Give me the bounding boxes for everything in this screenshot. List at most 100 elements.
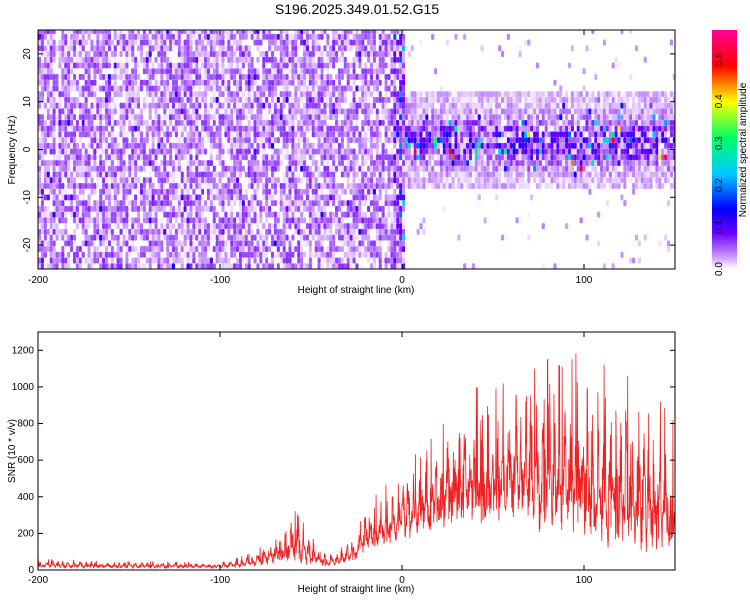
heat-cell — [236, 131, 240, 138]
heat-cell — [521, 142, 525, 149]
heat-cell — [308, 257, 312, 264]
heat-cell — [410, 182, 414, 189]
heat-cell — [346, 257, 350, 264]
heat-cell — [317, 257, 321, 264]
heat-cell — [297, 240, 301, 247]
heat-cell — [75, 30, 79, 35]
heat-cell — [72, 240, 77, 247]
heat-cell — [329, 142, 333, 149]
heat-cell — [445, 148, 449, 155]
heat-cell — [43, 73, 47, 80]
heat-cell — [113, 154, 117, 161]
heat-cell — [177, 91, 181, 98]
heat-cell — [285, 73, 289, 80]
heat-cell — [52, 91, 56, 98]
heat-cell — [183, 30, 187, 35]
heat-cell — [134, 257, 138, 264]
heat-cell — [192, 194, 196, 201]
heat-cell — [163, 182, 167, 189]
heat-cell — [518, 171, 522, 178]
heat-cell — [270, 68, 275, 75]
heat-cell — [78, 171, 82, 178]
heat-cell — [49, 73, 53, 80]
heat-cell — [49, 119, 53, 126]
heat-cell — [544, 142, 548, 149]
heat-cell — [570, 125, 574, 132]
heat-cell — [236, 102, 240, 109]
heat-cell — [212, 79, 216, 86]
heat-cell — [99, 137, 103, 144]
heat-cell — [268, 30, 272, 35]
heat-cell — [104, 73, 109, 80]
heat-cell — [55, 119, 59, 126]
heat-cell — [279, 79, 283, 86]
heat-cell — [367, 51, 371, 58]
heat-cell — [134, 39, 138, 46]
heat-cell — [67, 73, 71, 80]
heat-cell — [503, 142, 508, 149]
heat-cell — [288, 137, 292, 144]
heat-cell — [562, 96, 566, 103]
heat-cell — [157, 125, 161, 132]
heat-cell — [434, 91, 438, 98]
heat-cell — [177, 223, 181, 230]
heat-cell — [49, 246, 53, 253]
heat-cell — [107, 114, 111, 121]
heat-cell — [364, 62, 368, 69]
heat-cell — [492, 137, 496, 144]
heat-cell — [218, 223, 222, 230]
heat-cell — [224, 114, 228, 121]
heat-cell — [294, 131, 298, 138]
heat-cell — [326, 142, 330, 149]
heat-cell — [148, 79, 152, 86]
heat-cell — [183, 73, 187, 80]
heat-cell — [151, 188, 155, 195]
heat-cell — [84, 102, 88, 109]
heat-cell — [369, 211, 374, 218]
heat-cell — [163, 228, 167, 235]
heat-cell — [355, 182, 359, 189]
heat-cell — [174, 73, 178, 80]
heat-cell — [43, 68, 47, 75]
heat-cell — [244, 171, 248, 178]
heat-cell — [378, 137, 382, 144]
heat-cell — [177, 182, 181, 189]
heat-cell — [119, 33, 123, 40]
heat-cell — [323, 257, 327, 264]
heat-cell — [189, 234, 193, 241]
heat-cell — [384, 33, 388, 40]
heat-cell — [317, 56, 321, 63]
heat-cell — [99, 194, 103, 201]
heat-cell — [78, 182, 82, 189]
heat-cell — [247, 119, 251, 126]
heat-cell — [241, 142, 245, 149]
heat-cell — [317, 73, 321, 80]
heat-cell — [72, 62, 77, 69]
heat-cell — [180, 142, 184, 149]
heat-cell — [393, 188, 397, 195]
heat-cell — [445, 137, 449, 144]
heat-cell — [189, 205, 193, 212]
heat-cell — [203, 217, 208, 224]
heat-cell — [116, 142, 120, 149]
heat-cell — [142, 148, 146, 155]
heat-cell — [154, 45, 158, 52]
heat-cell — [52, 119, 56, 126]
heat-cell — [186, 223, 190, 230]
heat-cell — [256, 68, 260, 75]
heat-cell — [337, 39, 342, 46]
heat-cell — [302, 188, 307, 195]
heat-cell — [81, 45, 85, 52]
heat-cell — [49, 188, 53, 195]
heat-cell — [189, 217, 193, 224]
heat-cell — [206, 73, 210, 80]
heat-cell — [547, 171, 551, 178]
heat-cell — [90, 108, 94, 115]
heat-cell — [46, 142, 50, 149]
heat-cell — [329, 263, 333, 269]
heat-cell — [573, 137, 577, 144]
heat-cell — [238, 33, 243, 40]
heat-cell — [49, 182, 53, 189]
heat-cell — [381, 108, 385, 115]
heat-cell — [349, 125, 353, 132]
